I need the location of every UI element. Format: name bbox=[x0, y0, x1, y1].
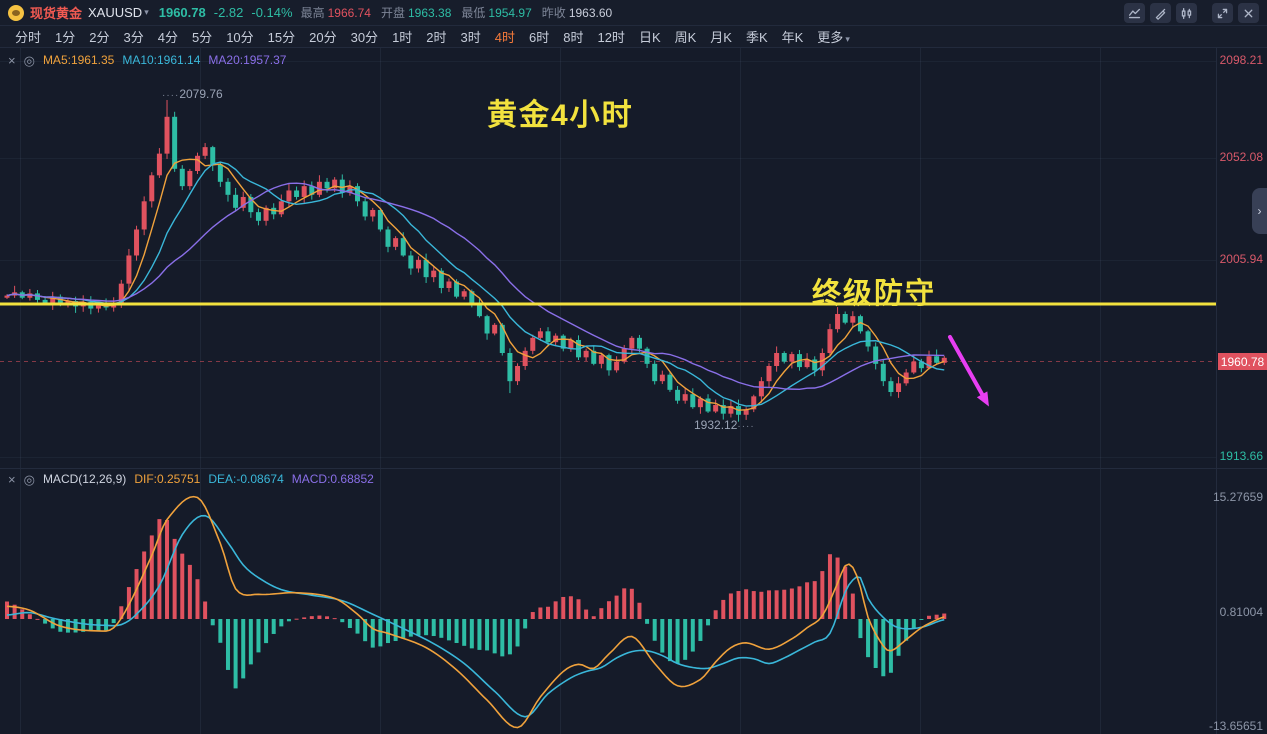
macd-chart-canvas[interactable] bbox=[0, 468, 1218, 734]
trough-leader-dots: ···· bbox=[737, 421, 755, 432]
symbol-dropdown-icon[interactable]: ▾ bbox=[144, 7, 149, 17]
macd-axis-label: 15.27659 bbox=[1212, 490, 1263, 504]
price-axis-label: 2005.94 bbox=[1219, 252, 1263, 266]
tab-5分[interactable]: 5分 bbox=[191, 30, 213, 45]
indicator-icon bbox=[1128, 7, 1141, 20]
price-axis[interactable]: 2098.21 2052.08 2005.94 1913.66 1960.78 15.… bbox=[1209, 48, 1267, 734]
tab-4时[interactable]: 4时 bbox=[494, 30, 515, 45]
tab-1时[interactable]: 1时 bbox=[392, 30, 413, 45]
annotation-defense-label[interactable]: 终级防守 bbox=[812, 278, 937, 310]
stat-最低: 最低 1954.97 bbox=[461, 6, 532, 20]
panel-divider[interactable] bbox=[0, 468, 1267, 469]
tab-2分[interactable]: 2分 bbox=[89, 30, 110, 45]
header-bar: 现货黄金 XAUUSD ▾ 1960.78 -2.82 -0.14% 最高 196… bbox=[0, 0, 1267, 26]
macd-axis-label: -13.65651 bbox=[1208, 719, 1263, 733]
right-panel-toggle[interactable]: › bbox=[1252, 188, 1267, 234]
tab-3分[interactable]: 3分 bbox=[123, 30, 144, 45]
dif-value: DIF:0.25751 bbox=[134, 472, 201, 486]
price-change-pct: -0.14% bbox=[251, 5, 293, 20]
current-price-badge: 1960.78 bbox=[1218, 353, 1267, 370]
tab-年K[interactable]: 年K bbox=[781, 30, 804, 45]
annotation-chart-title[interactable]: 黄金4小时 bbox=[487, 99, 634, 132]
main-indicator-legend: × ◎ MA5:1961.35 MA10:1961.14 MA20:1957.3… bbox=[8, 53, 286, 67]
peak-leader-dots: ···· bbox=[162, 90, 180, 101]
stat-昨收: 昨收 1963.60 bbox=[541, 6, 613, 20]
chart-area: × ◎ MA5:1961.35 MA10:1961.14 MA20:1957.3… bbox=[0, 48, 1267, 734]
tab-2时[interactable]: 2时 bbox=[426, 30, 447, 45]
tab-3时[interactable]: 3时 bbox=[460, 30, 481, 45]
tab-4分[interactable]: 4分 bbox=[157, 30, 178, 45]
dea-value: DEA:-0.08674 bbox=[208, 472, 284, 486]
draw-button[interactable] bbox=[1150, 3, 1171, 23]
macd-value: MACD:0.68852 bbox=[291, 472, 374, 486]
macd-axis-label: 0.81004 bbox=[1219, 605, 1263, 619]
ma20-value: MA20:1957.37 bbox=[208, 53, 287, 67]
header-toolbar bbox=[1124, 3, 1259, 23]
macd-settings-icon[interactable]: ◎ bbox=[23, 471, 35, 487]
gold-coin-icon bbox=[8, 4, 24, 21]
macd-title: MACD(12,26,9) bbox=[42, 472, 127, 486]
tab-8时[interactable]: 8时 bbox=[563, 30, 584, 45]
close-icon bbox=[1242, 7, 1255, 20]
timeframe-tabs: 分时 1分 2分 3分 4分 5分 10分 15分 20分 30分 1时 2时 3时 4时 6时 8时 12时日… bbox=[0, 26, 1267, 48]
close-macd-icon[interactable]: × bbox=[8, 471, 16, 487]
tab-分时[interactable]: 分时 bbox=[15, 30, 42, 45]
tab-日K[interactable]: 日K bbox=[638, 30, 661, 45]
fullscreen-icon bbox=[1216, 7, 1229, 20]
tab-1分[interactable]: 1分 bbox=[55, 30, 76, 45]
tab-20分[interactable]: 20分 bbox=[309, 30, 337, 45]
instrument-symbol[interactable]: XAUUSD bbox=[88, 5, 143, 20]
price-axis-label: 2052.08 bbox=[1219, 150, 1263, 164]
tab-15分[interactable]: 15分 bbox=[267, 30, 296, 45]
last-price: 1960.78 bbox=[158, 5, 206, 20]
ohlc-stats: 最高 1966.74 开盘 1963.38 最低 1954.97 昨收 1963.60 bbox=[301, 4, 623, 21]
tab-12时[interactable]: 12时 bbox=[597, 30, 625, 45]
tab-10分[interactable]: 10分 bbox=[226, 30, 254, 45]
tab-季K[interactable]: 季K bbox=[745, 30, 768, 45]
chevron-right-icon: › bbox=[1257, 204, 1262, 218]
price-axis-label: 1913.66 bbox=[1219, 449, 1263, 463]
stat-开盘: 开盘 1963.38 bbox=[380, 6, 452, 20]
instrument-name: 现货黄金 bbox=[30, 6, 83, 21]
draw-icon bbox=[1154, 7, 1167, 20]
peak-price-label: ····2079.76 bbox=[162, 87, 223, 101]
close-indicator-icon[interactable]: × bbox=[8, 52, 16, 68]
price-axis-label: 2098.21 bbox=[1219, 53, 1263, 67]
main-chart-canvas[interactable] bbox=[0, 48, 1218, 468]
trough-price-label: 1932.12···· bbox=[694, 418, 755, 432]
ma10-value: MA10:1961.14 bbox=[122, 53, 201, 67]
tab-30分[interactable]: 30分 bbox=[350, 30, 379, 45]
indicator-button[interactable] bbox=[1124, 3, 1145, 23]
candle-style-icon bbox=[1180, 7, 1193, 20]
tab-6时[interactable]: 6时 bbox=[529, 30, 550, 45]
more-caret-icon: ▾ bbox=[845, 34, 850, 44]
tab-more[interactable]: 更多 ▾ bbox=[817, 30, 850, 45]
indicator-settings-icon[interactable]: ◎ bbox=[23, 52, 35, 68]
close-button[interactable] bbox=[1238, 3, 1259, 23]
tab-月K[interactable]: 月K bbox=[710, 30, 732, 45]
candle-style-button[interactable] bbox=[1176, 3, 1197, 23]
fullscreen-button[interactable] bbox=[1212, 3, 1233, 23]
ma5-value: MA5:1961.35 bbox=[42, 53, 115, 67]
price-change: -2.82 bbox=[213, 5, 244, 20]
tab-周K[interactable]: 周K bbox=[674, 30, 697, 45]
stat-最高: 最高 1966.74 bbox=[300, 6, 371, 20]
macd-indicator-legend: × ◎ MACD(12,26,9) DIF:0.25751 DEA:-0.086… bbox=[8, 472, 374, 486]
